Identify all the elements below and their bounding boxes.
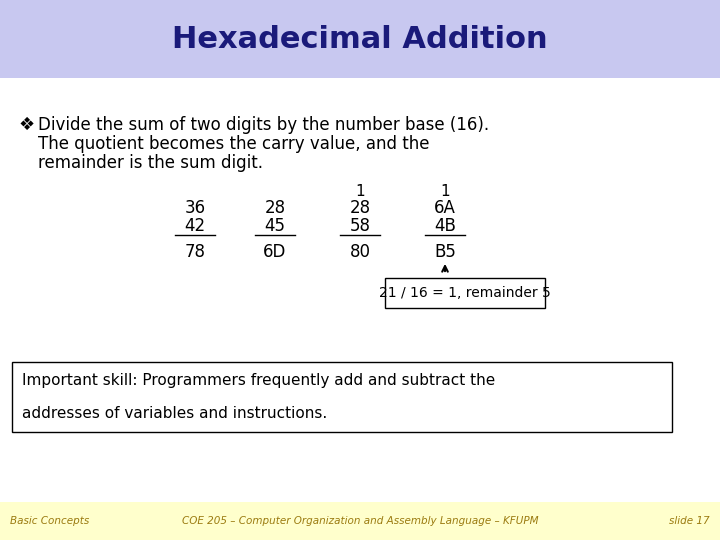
Text: 6A: 6A <box>434 199 456 217</box>
Text: remainder is the sum digit.: remainder is the sum digit. <box>38 154 263 172</box>
Text: Hexadecimal Addition: Hexadecimal Addition <box>172 24 548 53</box>
Text: 28: 28 <box>264 199 286 217</box>
Text: 80: 80 <box>349 243 371 261</box>
Text: Basic Concepts: Basic Concepts <box>10 516 89 526</box>
Text: 21 / 16 = 1, remainder 5: 21 / 16 = 1, remainder 5 <box>379 286 551 300</box>
Bar <box>385 278 545 308</box>
Text: slide 17: slide 17 <box>670 516 710 526</box>
Text: 45: 45 <box>264 217 286 235</box>
Text: COE 205 – Computer Organization and Assembly Language – KFUPM: COE 205 – Computer Organization and Asse… <box>181 516 539 526</box>
Text: 1: 1 <box>355 185 365 199</box>
Text: Important skill: Programmers frequently add and subtract the: Important skill: Programmers frequently … <box>22 373 495 388</box>
Text: 78: 78 <box>184 243 205 261</box>
Text: ❖: ❖ <box>18 116 34 134</box>
Text: 1: 1 <box>440 185 450 199</box>
Text: 28: 28 <box>349 199 371 217</box>
Text: The quotient becomes the carry value, and the: The quotient becomes the carry value, an… <box>38 135 430 153</box>
Text: B5: B5 <box>434 243 456 261</box>
Text: 6D: 6D <box>264 243 287 261</box>
Bar <box>0 502 720 540</box>
Bar <box>0 0 720 78</box>
Bar <box>12 362 672 432</box>
Text: 42: 42 <box>184 217 206 235</box>
Text: 4B: 4B <box>434 217 456 235</box>
Text: 36: 36 <box>184 199 206 217</box>
Text: addresses of variables and instructions.: addresses of variables and instructions. <box>22 407 328 422</box>
Text: 58: 58 <box>349 217 371 235</box>
Text: Divide the sum of two digits by the number base (16).: Divide the sum of two digits by the numb… <box>38 116 489 134</box>
